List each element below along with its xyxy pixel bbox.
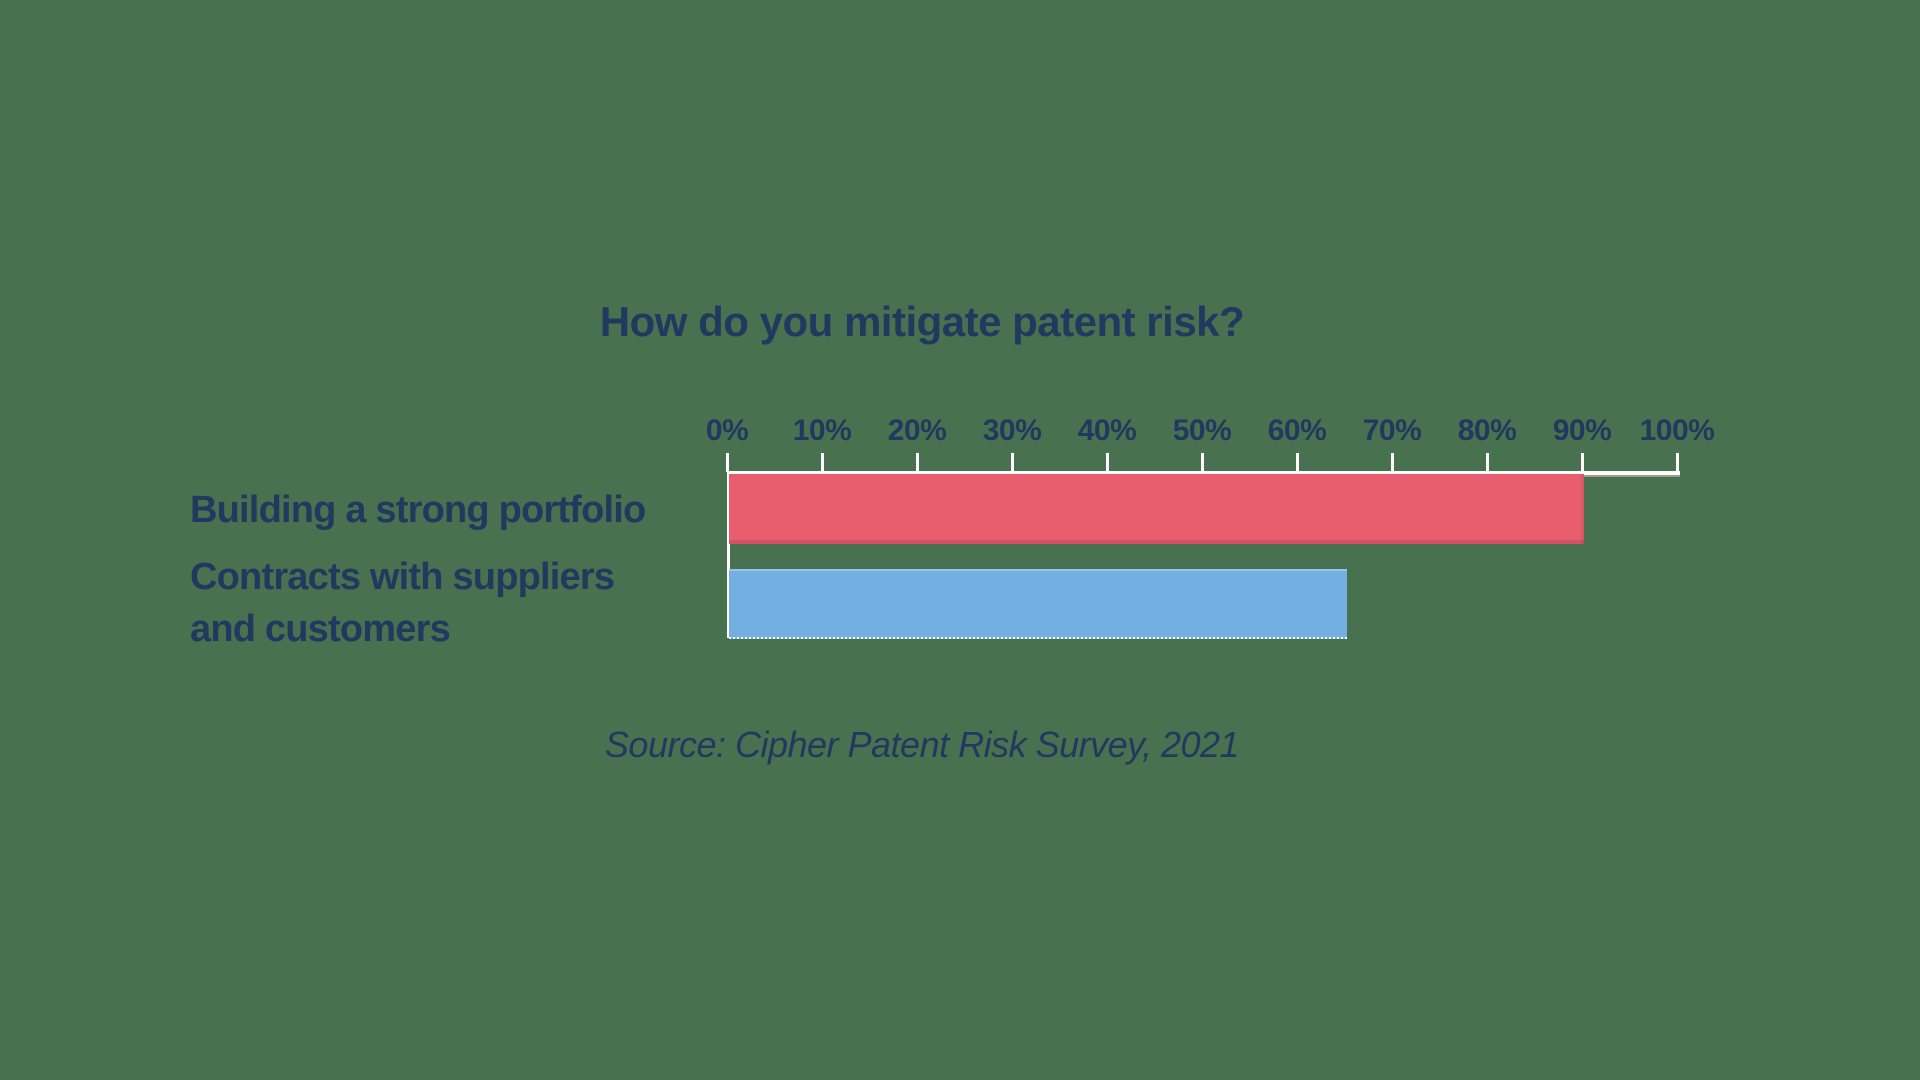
chart-title: How do you mitigate patent risk? [599, 298, 1245, 345]
x-axis-tick [916, 453, 919, 472]
bar-building-portfolio [729, 474, 1584, 544]
x-axis-tick-label: 60% [1267, 414, 1327, 447]
category-label: Building a strong portfolio [190, 484, 725, 536]
category-label-line: Building a strong portfolio [190, 489, 646, 531]
x-axis-tick-label: 10% [792, 414, 852, 447]
x-axis-tick-label: 0% [705, 414, 749, 447]
x-axis-tick-label: 30% [982, 414, 1042, 447]
x-axis-line [727, 471, 1680, 475]
bar-contracts-suppliers [729, 569, 1347, 639]
y-axis-line [727, 471, 730, 638]
x-axis-tick-label: 100% [1639, 414, 1715, 447]
x-axis-tick-label: 90% [1552, 414, 1612, 447]
x-axis-tick-label: 20% [887, 414, 947, 447]
category-label: Contracts with suppliers and customers [190, 551, 725, 655]
x-axis-tick [1676, 453, 1679, 472]
x-axis-tick-label: 70% [1362, 414, 1422, 447]
x-axis-tick-label: 80% [1457, 414, 1517, 447]
x-axis-tick [1201, 453, 1204, 472]
x-axis-tick [1296, 453, 1299, 472]
x-axis-tick [1486, 453, 1489, 472]
category-label-line: Contracts with suppliers [190, 556, 615, 598]
x-axis-tick [1391, 453, 1394, 472]
x-axis-tick [726, 453, 729, 472]
category-label-line: and customers [190, 608, 451, 650]
x-axis-tick-label: 50% [1172, 414, 1232, 447]
source-caption: Source: Cipher Patent Risk Survey, 2021 [604, 724, 1240, 765]
x-axis-tick [1581, 453, 1584, 472]
x-axis-tick [821, 453, 824, 472]
x-axis-tick [1106, 453, 1109, 472]
x-axis-tick-label: 40% [1077, 414, 1137, 447]
x-axis-tick [1011, 453, 1014, 472]
